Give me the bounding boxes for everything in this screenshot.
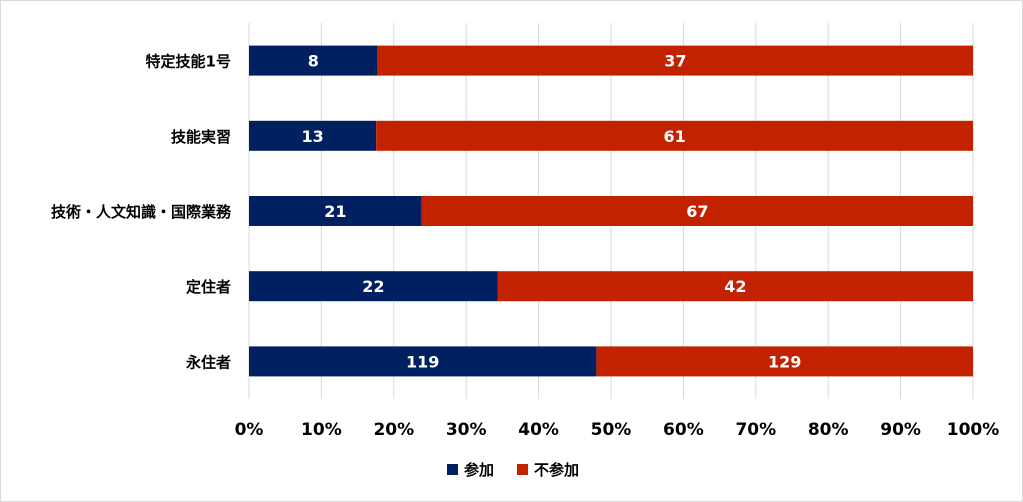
category-label: 技術・人文知識・国際業務 bbox=[51, 203, 232, 221]
x-tick-label: 50% bbox=[591, 420, 632, 440]
bar-segment-not-participate bbox=[596, 346, 973, 377]
category-label: 特定技能1号 bbox=[146, 53, 231, 71]
x-tick-label: 20% bbox=[373, 420, 414, 440]
legend-label: 不参加 bbox=[534, 461, 579, 479]
category-label: 永住者 bbox=[185, 353, 231, 371]
data-label: 22 bbox=[362, 277, 384, 296]
data-label: 129 bbox=[768, 352, 801, 371]
x-tick-label: 60% bbox=[663, 420, 704, 440]
data-label: 61 bbox=[663, 127, 685, 146]
x-tick-label: 0% bbox=[235, 420, 264, 440]
legend-label: 参加 bbox=[464, 461, 494, 479]
data-label: 13 bbox=[301, 127, 323, 146]
x-tick-label: 30% bbox=[446, 420, 487, 440]
data-label: 67 bbox=[686, 202, 708, 221]
bar-segment-not-participate bbox=[376, 120, 973, 151]
category-label: 定住者 bbox=[186, 278, 231, 296]
category-label: 技能実習 bbox=[171, 128, 231, 146]
x-tick-label: 10% bbox=[301, 420, 342, 440]
bar-segment-participate bbox=[249, 196, 422, 226]
legend-swatch bbox=[517, 464, 528, 475]
data-label: 21 bbox=[324, 202, 346, 221]
data-label: 37 bbox=[664, 52, 686, 71]
x-tick-label: 70% bbox=[735, 420, 776, 440]
data-label: 119 bbox=[406, 352, 439, 371]
bar-segment-participate bbox=[249, 120, 377, 151]
data-label: 42 bbox=[724, 277, 746, 296]
bar-segment-participate bbox=[249, 271, 498, 302]
bar-segment-participate bbox=[249, 346, 597, 377]
x-tick-label: 90% bbox=[880, 420, 921, 440]
legend-swatch bbox=[447, 464, 458, 475]
x-tick-label: 80% bbox=[808, 420, 849, 440]
bar-segment-participate bbox=[249, 45, 378, 76]
bar-segment-not-participate bbox=[497, 271, 973, 302]
data-label: 8 bbox=[308, 52, 319, 71]
bar-segment-not-participate bbox=[421, 196, 974, 226]
x-tick-label: 40% bbox=[518, 420, 559, 440]
x-tick-label: 100% bbox=[947, 420, 1000, 440]
bar-segment-not-participate bbox=[377, 45, 973, 76]
